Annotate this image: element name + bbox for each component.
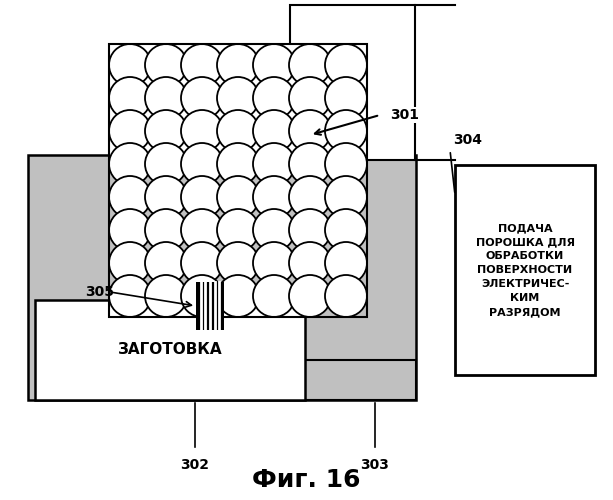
Bar (290, 5, 415, 160)
Text: ЗАГОТОВКА: ЗАГОТОВКА (118, 342, 223, 357)
Circle shape (217, 176, 259, 218)
Circle shape (289, 275, 331, 317)
Circle shape (253, 143, 295, 185)
Circle shape (253, 242, 295, 284)
Circle shape (253, 176, 295, 218)
Circle shape (109, 176, 151, 218)
Circle shape (109, 209, 151, 251)
Circle shape (325, 44, 367, 86)
Circle shape (217, 275, 259, 317)
Circle shape (325, 209, 367, 251)
Bar (290, 360, 416, 400)
Circle shape (217, 44, 259, 86)
Circle shape (217, 143, 259, 185)
Circle shape (145, 176, 187, 218)
Circle shape (217, 77, 259, 119)
Circle shape (217, 110, 259, 152)
Circle shape (109, 242, 151, 284)
Circle shape (217, 209, 259, 251)
Circle shape (109, 143, 151, 185)
Text: ПОДАЧА
ПОРОШКА ДЛЯ
ОБРАБОТКИ
ПОВЕРХНОСТИ
ЭЛЕКТРИЧЕС-
КИМ
РАЗРЯДОМ: ПОДАЧА ПОРОШКА ДЛЯ ОБРАБОТКИ ПОВЕРХНОСТИ… (476, 223, 574, 317)
Circle shape (109, 275, 151, 317)
Circle shape (181, 77, 223, 119)
Circle shape (217, 242, 259, 284)
Circle shape (289, 242, 331, 284)
Text: Фиг. 16: Фиг. 16 (252, 468, 360, 492)
Circle shape (289, 143, 331, 185)
Circle shape (253, 209, 295, 251)
Circle shape (289, 209, 331, 251)
Text: 302: 302 (180, 458, 210, 472)
Circle shape (181, 209, 223, 251)
Bar (196, 282, 224, 330)
Bar (35, 300, 305, 400)
Circle shape (109, 110, 151, 152)
Circle shape (325, 176, 367, 218)
Circle shape (109, 44, 151, 86)
Circle shape (289, 44, 331, 86)
Circle shape (109, 77, 151, 119)
Bar (109, 44, 367, 317)
Circle shape (145, 44, 187, 86)
Circle shape (145, 143, 187, 185)
Circle shape (325, 275, 367, 317)
Circle shape (325, 143, 367, 185)
Circle shape (289, 110, 331, 152)
Bar (455, 165, 595, 375)
Circle shape (181, 275, 223, 317)
Circle shape (325, 77, 367, 119)
Circle shape (289, 176, 331, 218)
Circle shape (253, 275, 295, 317)
Circle shape (181, 176, 223, 218)
Circle shape (145, 275, 187, 317)
Circle shape (325, 110, 367, 152)
Circle shape (181, 44, 223, 86)
Circle shape (181, 143, 223, 185)
Circle shape (181, 110, 223, 152)
Circle shape (253, 44, 295, 86)
Circle shape (253, 110, 295, 152)
Circle shape (145, 242, 187, 284)
Circle shape (181, 242, 223, 284)
Text: 303: 303 (360, 458, 389, 472)
Text: 305: 305 (85, 285, 114, 299)
Circle shape (253, 77, 295, 119)
Text: 301: 301 (390, 108, 419, 122)
Circle shape (145, 110, 187, 152)
Bar (109, 44, 367, 155)
Circle shape (145, 209, 187, 251)
Text: 304: 304 (453, 133, 482, 147)
Circle shape (325, 242, 367, 284)
Circle shape (145, 77, 187, 119)
Bar (28, 155, 416, 400)
Circle shape (289, 77, 331, 119)
